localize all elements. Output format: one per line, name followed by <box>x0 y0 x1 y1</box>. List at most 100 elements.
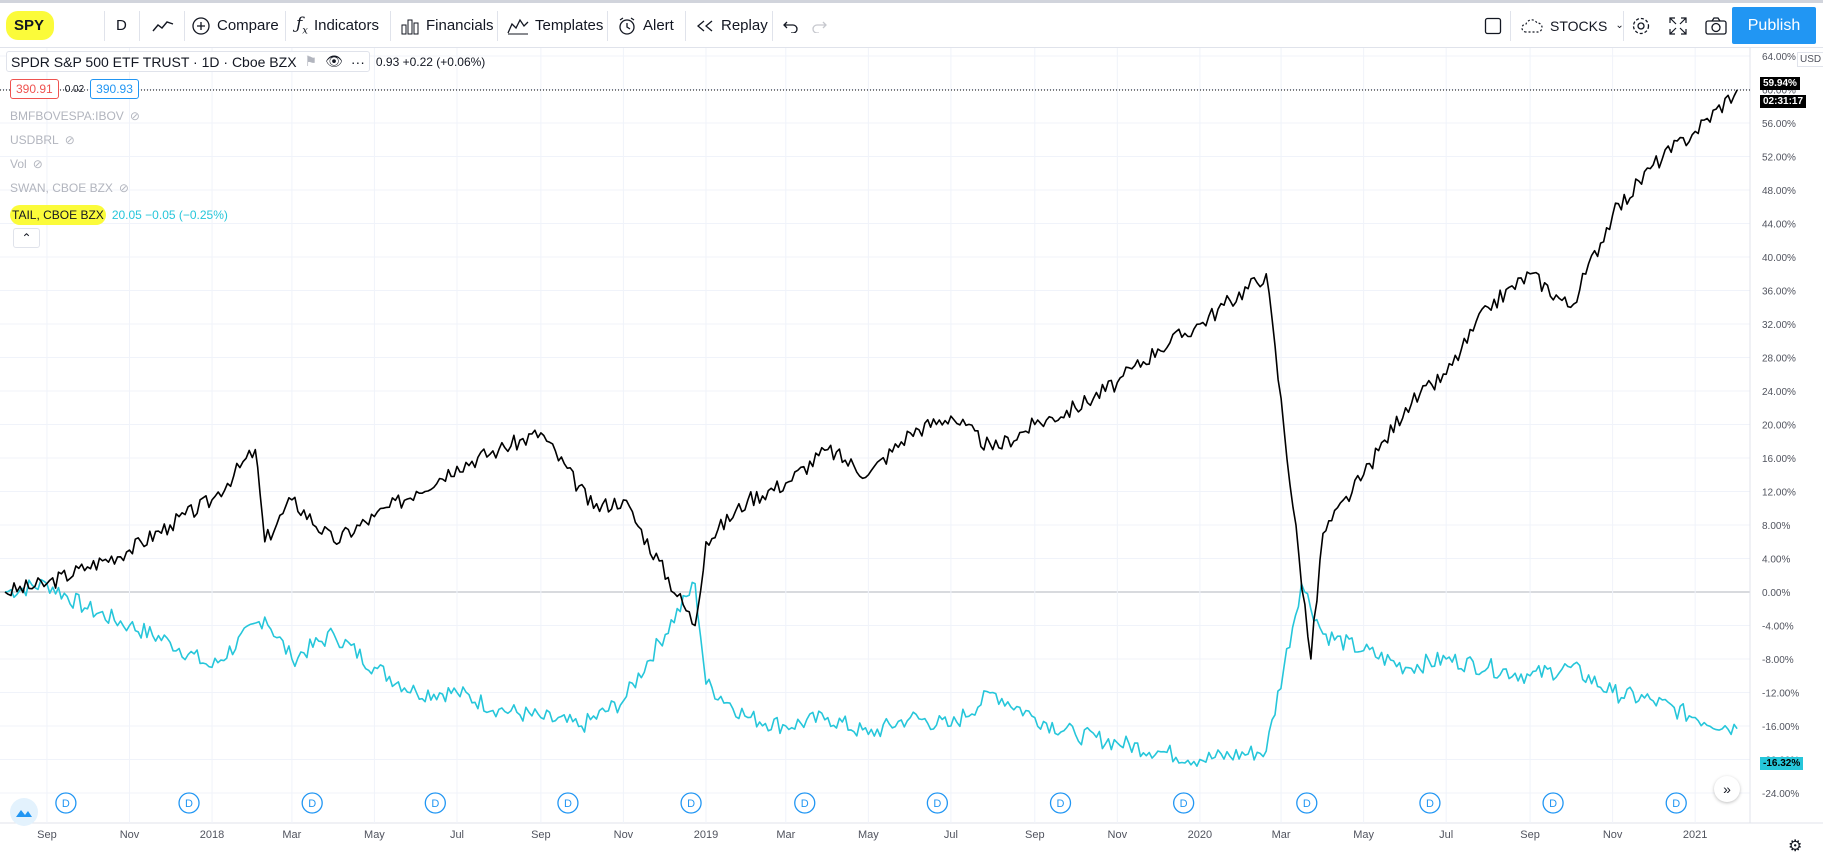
price-chart[interactable]: 64.00% 60.00% 56.00% 52.00% 48.00% 44.00% 40.0… <box>0 48 1823 866</box>
legend-item-vol[interactable]: Vol ⊘ <box>10 157 43 171</box>
templates-icon <box>507 18 529 34</box>
legend-item-ibov[interactable]: BMFBOVESPA:IBOV ⊘ <box>10 109 140 123</box>
tail-name-highlight: TAIL, CBOE BZX <box>10 205 106 225</box>
series-name: SWAN, CBOE BZX <box>10 181 113 195</box>
series-name: USDBRL <box>10 133 59 147</box>
undo-button[interactable] <box>782 3 800 48</box>
tradingview-logo[interactable] <box>10 798 38 826</box>
time-axis-label: May <box>858 829 879 841</box>
right-axis-tick-label: 16.00% <box>1762 454 1796 465</box>
redo-icon <box>812 21 827 33</box>
right-axis-tick-label: 40.00% <box>1762 253 1796 264</box>
bid-price: 390.91 <box>10 79 59 99</box>
time-axis-label: May <box>1353 829 1374 841</box>
top-toolbar: SPY D Compare ƒx Indicators Financials T… <box>0 0 1823 48</box>
replay-button[interactable]: Replay <box>696 3 768 48</box>
dividend-marker-label: D <box>1549 798 1557 810</box>
layout-menu-button[interactable]: STOCKS ⌄ <box>1520 3 1624 48</box>
time-axis-label: Sep <box>37 829 57 841</box>
dividend-marker <box>794 792 816 814</box>
right-axis-tick-label: 56.00% <box>1762 119 1796 130</box>
flag-icon[interactable]: ⚑ <box>304 53 318 69</box>
time-axis-label: Nov <box>614 829 634 841</box>
eye-off-icon[interactable]: ⊘ <box>129 109 140 123</box>
indicators-label: Indicators <box>313 17 379 34</box>
eye-off-icon[interactable]: ⊘ <box>64 133 75 147</box>
time-axis-label: 2021 <box>1683 829 1707 841</box>
fullscreen-button[interactable] <box>1669 3 1687 48</box>
legend-item-usdbrl[interactable]: USDBRL ⊘ <box>10 133 75 147</box>
symbol-label: SPY <box>6 11 55 40</box>
currency-label[interactable]: USD <box>1797 52 1823 67</box>
compare-button[interactable]: Compare <box>191 3 279 48</box>
right-axis-tick-label: 52.00% <box>1762 153 1796 164</box>
eye-icon[interactable]: 👁 <box>325 53 343 69</box>
fx-icon: ƒx <box>296 14 308 37</box>
time-axis-label: 2019 <box>694 829 718 841</box>
right-axis-tick-label: -16.00% <box>1762 722 1799 733</box>
tail-values: 20.05 −0.05 (−0.25%) <box>111 208 228 222</box>
interval-button[interactable]: D <box>116 3 127 48</box>
line-chart-icon <box>152 20 174 31</box>
publish-button[interactable]: Publish <box>1732 7 1816 44</box>
time-axis-label: Sep <box>531 829 551 841</box>
settings-button[interactable] <box>1631 3 1651 48</box>
collapse-legend-button[interactable]: ⌃ <box>13 228 40 248</box>
fullscreen-select-button[interactable] <box>1484 3 1502 48</box>
camera-icon <box>1705 16 1727 35</box>
dividend-marker <box>1296 792 1318 814</box>
more-icon[interactable]: ··· <box>350 53 365 70</box>
dividend-marker-label: D <box>933 798 941 810</box>
dividend-marker <box>55 792 77 814</box>
series-line-spy <box>4 89 1738 660</box>
dividend-marker-label: D <box>564 798 572 810</box>
chart-settings-gear[interactable]: ⚙ <box>1788 836 1802 856</box>
time-axis-label: Mar <box>1272 829 1291 841</box>
financials-button[interactable]: Financials <box>401 3 494 48</box>
right-axis-tick-label: 60.00% <box>1762 86 1796 97</box>
gear-icon <box>1632 17 1650 34</box>
legend-item-swan[interactable]: SWAN, CBOE BZX ⊘ <box>10 181 129 195</box>
tail-last-value-badge: -16.32% <box>1760 757 1804 770</box>
time-axis-label: Nov <box>1108 829 1128 841</box>
symbol-search[interactable]: SPY <box>6 3 102 48</box>
time-axis-label: Nov <box>1603 829 1623 841</box>
spread-value: 0.02 <box>64 83 85 95</box>
dividend-marker-label: D <box>431 798 439 810</box>
right-axis-tick-label: 8.00% <box>1762 521 1790 532</box>
main-series-legend: SPDR S&P 500 ETF TRUST · 1D · Cboe BZX ⚑… <box>6 51 485 72</box>
dividend-marker-label: D <box>1057 798 1065 810</box>
eye-off-icon[interactable]: ⊘ <box>118 181 129 195</box>
time-axis-label: Jul <box>450 829 464 841</box>
chevron-up-icon: ⌃ <box>21 231 32 245</box>
main-series-values: 0.93 +0.22 (+0.06%) <box>375 54 486 69</box>
dividend-marker <box>1172 792 1195 814</box>
indicators-button[interactable]: ƒx Indicators <box>296 3 379 48</box>
dividend-marker <box>424 792 446 814</box>
series-name: Vol <box>10 157 27 171</box>
replay-label: Replay <box>721 17 768 34</box>
time-axis-label: Sep <box>1520 829 1540 841</box>
dividend-marker <box>926 792 949 814</box>
time-axis-label: 2018 <box>200 829 224 841</box>
templates-button[interactable]: Templates <box>507 3 603 48</box>
scroll-to-realtime-button[interactable]: » <box>1714 776 1740 802</box>
right-axis-tick-label: 48.00% <box>1762 186 1796 197</box>
gear-icon: ⚙ <box>1788 838 1803 855</box>
alarm-clock-icon <box>619 16 635 35</box>
expand-icon <box>1669 16 1687 35</box>
layout-name: STOCKS <box>1550 17 1608 34</box>
main-series-title-box[interactable]: SPDR S&P 500 ETF TRUST · 1D · Cboe BZX ⚑… <box>6 51 370 72</box>
dividend-marker-label: D <box>308 798 316 810</box>
time-axis-label: May <box>364 829 385 841</box>
snapshot-button[interactable] <box>1705 3 1727 48</box>
redo-button[interactable] <box>810 3 828 48</box>
logo-icon <box>16 810 32 817</box>
right-axis-tick-label: -4.00% <box>1762 622 1794 633</box>
right-axis-tick-label: 36.00% <box>1762 287 1796 298</box>
eye-off-icon[interactable]: ⊘ <box>32 157 43 171</box>
legend-item-tail[interactable]: TAIL, CBOE BZX 20.05 −0.05 (−0.25%) <box>10 205 228 225</box>
alert-button[interactable]: Alert <box>617 3 674 48</box>
right-axis-tick-label: -24.00% <box>1762 789 1799 800</box>
chart-style-button[interactable] <box>152 3 174 48</box>
